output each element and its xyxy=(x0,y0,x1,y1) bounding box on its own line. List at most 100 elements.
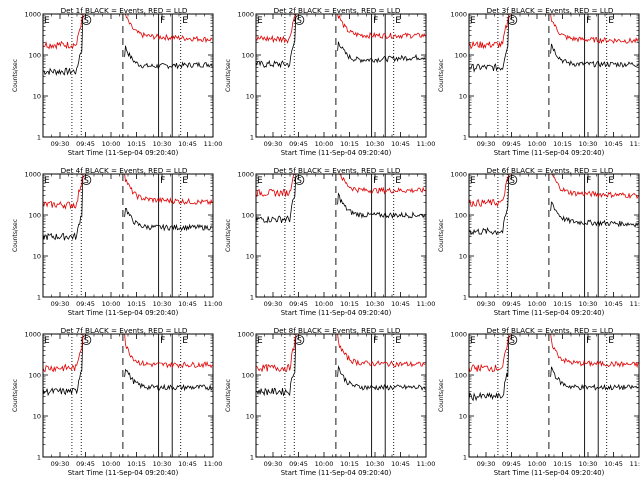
x-tick-label: 11:00 xyxy=(630,460,640,468)
x-tick-label: 10:00 xyxy=(528,300,547,308)
x-tick-label: 09:45 xyxy=(76,300,95,308)
series-lld xyxy=(468,13,639,50)
marker-label-s: S xyxy=(84,336,89,345)
x-tick-label: 10:30 xyxy=(579,300,598,308)
marker-label-e: E xyxy=(395,176,401,186)
plot-frame xyxy=(255,333,427,458)
panel-1: Det 1f BLACK = Events, RED = LLD Counts/s… xyxy=(12,6,222,157)
plot-frame xyxy=(42,173,214,298)
x-tick-label: 10:45 xyxy=(391,460,410,468)
y-tick-label: 100 xyxy=(242,212,254,220)
x-tick-label: 09:45 xyxy=(76,460,95,468)
plot-frame xyxy=(255,13,427,138)
marker-label-f: F xyxy=(373,336,378,346)
series-events xyxy=(468,13,639,73)
panel-title: Det 6f BLACK = Events, RED = LLD xyxy=(487,166,614,175)
marker-label-circle xyxy=(294,15,305,25)
marker-label-e: E xyxy=(182,16,188,26)
x-tick-label: 09:45 xyxy=(289,300,308,308)
x-tick-label: 10:15 xyxy=(340,460,359,468)
x-tick-label: 11:00 xyxy=(417,460,436,468)
y-tick-label: 100 xyxy=(29,52,41,60)
x-tick-label: 10:00 xyxy=(102,460,121,468)
x-tick-label: 10:00 xyxy=(315,300,334,308)
series-events xyxy=(42,173,213,241)
x-tick-label: 09:30 xyxy=(264,300,283,308)
x-tick-label: 10:45 xyxy=(604,140,623,148)
y-tick-label: 10 xyxy=(459,413,467,421)
marker-label-e: E xyxy=(470,16,476,26)
x-tick-label: 10:15 xyxy=(340,300,359,308)
y-tick-label: 10 xyxy=(33,93,41,101)
x-tick-label: 11:00 xyxy=(204,300,223,308)
panel-title: Det 1f BLACK = Events, RED = LLD xyxy=(61,6,188,15)
y-axis-label: Counts/sec xyxy=(12,59,19,92)
marker-label-e: E xyxy=(470,336,476,346)
y-tick-label: 1 xyxy=(463,454,467,462)
series-lld xyxy=(42,173,213,210)
x-tick-label: 10:00 xyxy=(528,460,547,468)
panel-title: Det 9f BLACK = Events, RED = LLD xyxy=(487,326,614,335)
y-tick-label: 1000 xyxy=(237,171,254,179)
series-lld xyxy=(468,333,639,373)
marker-label-e: E xyxy=(608,176,614,186)
marker-label-circle xyxy=(294,175,305,185)
y-tick-label: 10 xyxy=(33,413,41,421)
series-events xyxy=(255,333,426,397)
y-tick-label: 1 xyxy=(250,134,254,142)
x-tick-label: 10:15 xyxy=(340,140,359,148)
x-axis-label: Start Time (11-Sep-04 09:20:40) xyxy=(68,469,179,477)
marker-label-e: E xyxy=(395,16,401,26)
x-tick-label: 10:45 xyxy=(604,460,623,468)
x-tick-label: 10:30 xyxy=(579,460,598,468)
panel-title: Det 3f BLACK = Events, RED = LLD xyxy=(487,6,614,15)
x-tick-label: 09:30 xyxy=(477,300,496,308)
plot-frame xyxy=(468,173,640,298)
x-tick-label: 09:45 xyxy=(502,300,521,308)
x-tick-label: 09:30 xyxy=(51,460,70,468)
x-tick-label: 10:30 xyxy=(366,140,385,148)
plot-frame xyxy=(468,13,640,138)
marker-label-s: S xyxy=(84,16,89,25)
marker-label-s: S xyxy=(510,336,515,345)
x-tick-label: 10:15 xyxy=(553,140,572,148)
series-lld xyxy=(42,333,213,373)
y-tick-label: 10 xyxy=(459,93,467,101)
x-tick-label: 10:15 xyxy=(127,300,146,308)
y-tick-label: 100 xyxy=(455,212,467,220)
series-events xyxy=(255,13,426,69)
x-tick-label: 09:45 xyxy=(289,460,308,468)
x-tick-label: 11:00 xyxy=(204,140,223,148)
x-tick-label: 10:45 xyxy=(391,140,410,148)
y-tick-label: 100 xyxy=(455,372,467,380)
x-axis-label: Start Time (11-Sep-04 09:20:40) xyxy=(68,309,179,317)
y-tick-label: 10 xyxy=(246,93,254,101)
y-tick-label: 10 xyxy=(246,413,254,421)
x-axis-label: Start Time (11-Sep-04 09:20:40) xyxy=(68,149,179,157)
x-tick-label: 10:15 xyxy=(553,300,572,308)
y-tick-label: 100 xyxy=(242,372,254,380)
series-events xyxy=(255,173,426,224)
marker-label-e: E xyxy=(44,16,50,26)
plot-frame xyxy=(42,13,214,138)
marker-label-f: F xyxy=(373,176,378,186)
marker-label-s: S xyxy=(297,16,302,25)
panel-2: Det 2f BLACK = Events, RED = LLD Counts/s… xyxy=(225,6,435,157)
x-tick-label: 11:00 xyxy=(417,140,436,148)
panel-4: Det 4f BLACK = Events, RED = LLD Counts/s… xyxy=(12,166,222,317)
x-tick-label: 10:45 xyxy=(178,460,197,468)
y-tick-label: 1 xyxy=(37,134,41,142)
panel-3: Det 3f BLACK = Events, RED = LLD Counts/s… xyxy=(438,6,640,157)
y-tick-label: 1000 xyxy=(237,11,254,19)
x-axis-label: Start Time (11-Sep-04 09:20:40) xyxy=(281,149,392,157)
y-tick-label: 1000 xyxy=(450,331,467,339)
y-tick-label: 1 xyxy=(250,294,254,302)
x-tick-label: 10:00 xyxy=(102,140,121,148)
x-axis-label: Start Time (11-Sep-04 09:20:40) xyxy=(494,149,605,157)
x-tick-label: 09:45 xyxy=(76,140,95,148)
y-axis-label: Counts/sec xyxy=(225,219,232,252)
marker-label-e: E xyxy=(608,336,614,346)
y-tick-label: 1 xyxy=(463,134,467,142)
marker-label-f: F xyxy=(586,176,591,186)
